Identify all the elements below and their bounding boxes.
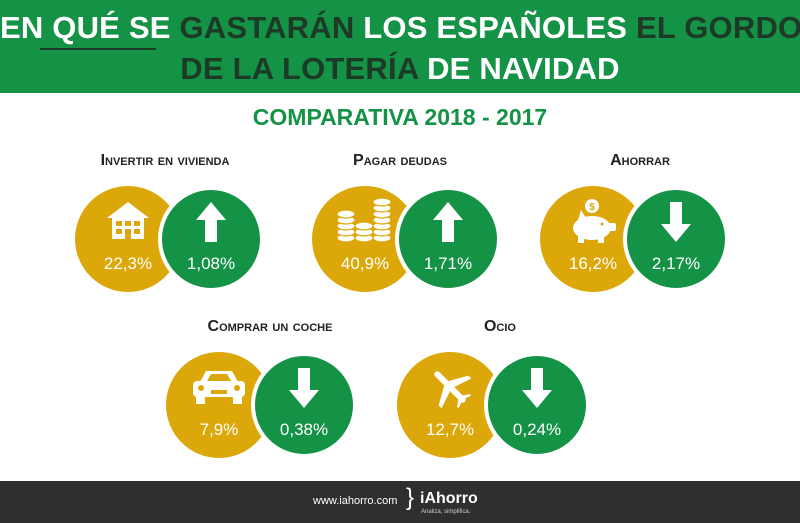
piggy-bank-icon: $ [573, 199, 616, 243]
percent-value: 12,7% [425, 420, 475, 439]
car-icon [193, 371, 245, 404]
category-label: Pagar deudas [353, 152, 447, 169]
change-value: 1,71% [423, 254, 473, 273]
change-value: 0,24% [512, 420, 562, 439]
change-circle: 1,71% [395, 186, 501, 292]
footer: www.iahorro.com } iAhorro Analiza, simpl… [0, 481, 800, 523]
title-part: EN QUÉ [0, 10, 121, 45]
coins-icon [336, 197, 392, 243]
house-icon [107, 202, 149, 239]
change-value: 2,17% [651, 254, 701, 273]
percent-value: 40,9% [340, 254, 390, 273]
percent-value: 22,3% [103, 254, 153, 273]
title-part: GASTARÁN [179, 10, 355, 45]
title-part: LOS ESPAÑOLES [363, 10, 628, 45]
arrow-down-icon [661, 202, 691, 242]
change-value: 1,08% [186, 254, 236, 273]
arrow-up-icon [196, 202, 226, 242]
arrow-down-icon [522, 368, 552, 408]
subtitle: COMPARATIVA 2018 - 2017 [252, 104, 548, 130]
brand-brace-icon: } [406, 484, 415, 511]
percent-value: 7,9% [199, 420, 239, 439]
change-circle: 0,24% [484, 352, 590, 458]
percent-value: 16,2% [568, 254, 618, 273]
category-label: Ocio [483, 318, 516, 335]
category-label: Ahorrar [610, 152, 670, 169]
percent-circle: $ 16,2% [540, 186, 646, 292]
change-value: 0,38% [279, 420, 329, 439]
svg-text:$: $ [589, 202, 595, 213]
brand-tagline: Analiza, simplifica. [421, 509, 471, 515]
footer-url-link[interactable]: www.iahorro.com [313, 495, 398, 507]
title-part: SE [128, 10, 171, 45]
category-label: Invertir en vivienda [100, 152, 230, 169]
title-part: DE NAVIDAD [427, 51, 620, 86]
title-underline [40, 48, 156, 50]
title-line-2: DE LA LOTERÍA DE NAVIDAD [0, 51, 800, 87]
title-part: DE LA LOTERÍA [180, 51, 419, 86]
arrow-up-icon [433, 202, 463, 242]
title-part: EL GORDO [635, 10, 800, 45]
airplane-icon [434, 371, 472, 409]
category-label: Comprar un coche [207, 318, 333, 335]
change-circle: 2,17% [623, 186, 729, 292]
arrow-down-icon [289, 368, 319, 408]
brand-logo[interactable]: iAhorro [420, 490, 478, 507]
change-circle: 1,08% [158, 186, 264, 292]
title-line-1: EN QUÉ SE GASTARÁN LOS ESPAÑOLES EL GORD… [0, 10, 800, 46]
change-circle: 0,38% [251, 352, 357, 458]
header-banner: EN QUÉ SE GASTARÁN LOS ESPAÑOLES EL GORD… [0, 0, 800, 93]
